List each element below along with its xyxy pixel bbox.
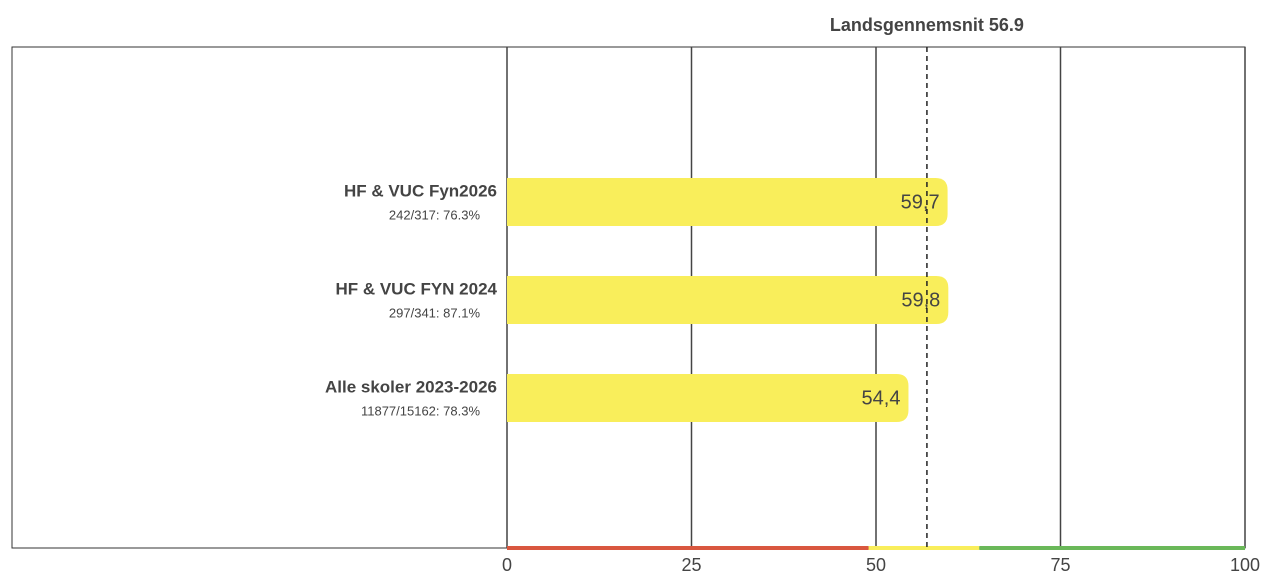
threshold-band <box>868 546 980 550</box>
reference-label: Landsgennemsnit 56.9 <box>830 15 1024 35</box>
category-sublabel: 242/317: 76.3% <box>389 207 481 222</box>
value-label: 54,4 <box>862 387 901 409</box>
x-tick-label: 0 <box>502 555 512 575</box>
value-label: 59,8 <box>901 289 940 311</box>
threshold-band <box>979 546 1245 550</box>
bar <box>507 178 948 226</box>
category-label: HF & VUC Fyn2026 <box>344 181 497 200</box>
bar <box>507 374 909 422</box>
category-label: Alle skoler 2023-2026 <box>325 377 497 396</box>
category-sublabel: 11877/15162: 78.3% <box>361 403 480 418</box>
x-tick-label: 100 <box>1230 555 1260 575</box>
bar <box>507 276 949 324</box>
x-tick-label: 25 <box>681 555 701 575</box>
value-label: 59,7 <box>901 191 940 213</box>
category-sublabel: 297/341: 87.1% <box>389 305 481 320</box>
x-tick-label: 75 <box>1050 555 1070 575</box>
threshold-band <box>507 546 869 550</box>
category-label: HF & VUC FYN 2024 <box>335 279 497 298</box>
x-tick-label: 50 <box>866 555 886 575</box>
